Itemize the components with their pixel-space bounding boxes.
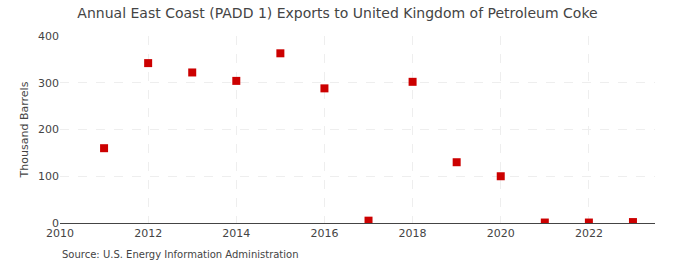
svg-text:400: 400	[38, 30, 59, 43]
svg-text:2010: 2010	[46, 227, 74, 240]
svg-text:2016: 2016	[310, 227, 338, 240]
svg-text:2018: 2018	[399, 227, 427, 240]
svg-text:2012: 2012	[134, 227, 162, 240]
svg-text:2020: 2020	[487, 227, 515, 240]
svg-text:Annual East Coast (PADD 1) Exp: Annual East Coast (PADD 1) Exports to Un…	[77, 5, 597, 21]
svg-text:2014: 2014	[222, 227, 250, 240]
svg-text:2022: 2022	[575, 227, 603, 240]
svg-text:300: 300	[38, 77, 59, 90]
svg-text:100: 100	[38, 170, 59, 183]
svg-text:200: 200	[38, 123, 59, 136]
svg-text:Thousand Barrels: Thousand Barrels	[18, 81, 31, 178]
svg-text:Source: U.S. Energy Informatio: Source: U.S. Energy Information Administ…	[62, 249, 299, 260]
svg-text:0: 0	[52, 217, 59, 230]
